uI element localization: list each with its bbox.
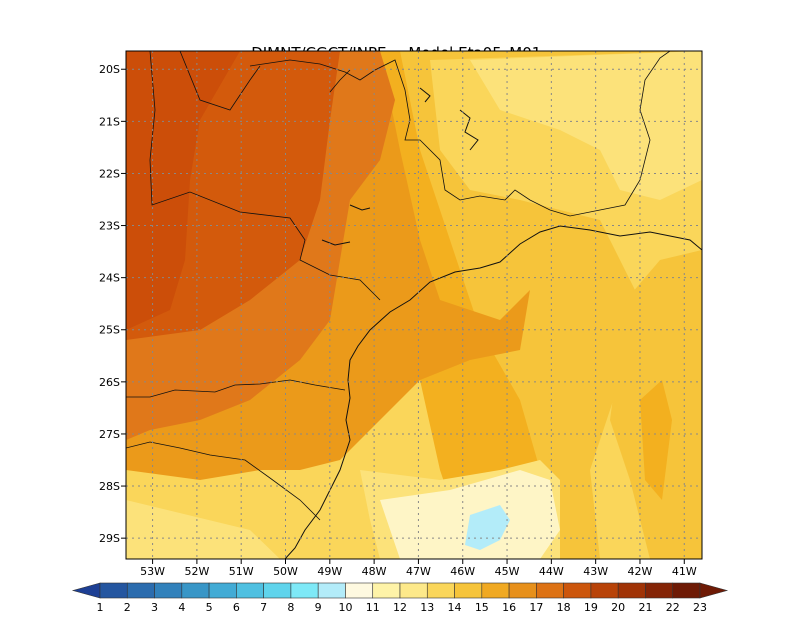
lat-label: 21S (99, 115, 120, 128)
lon-label: 52W (184, 565, 209, 578)
field-9 (465, 505, 510, 550)
river-border (329, 69, 351, 93)
colorbar-label: 1 (97, 601, 104, 614)
reservoirs (321, 87, 479, 246)
colorbar-label: 6 (233, 601, 240, 614)
lat-label: 28S (99, 480, 120, 493)
lon-label: 42W (628, 565, 653, 578)
colorbar-label: 8 (287, 601, 294, 614)
colorbar-segment (563, 582, 592, 599)
colorbar-segment (617, 582, 646, 599)
colorbar-segment (126, 582, 155, 599)
colorbar-label: 16 (502, 601, 516, 614)
colorbar-label: 23 (693, 601, 707, 614)
lat-label: 22S (99, 167, 120, 180)
lon-label: 53W (140, 565, 165, 578)
colorbar-label: 17 (529, 601, 543, 614)
colorbar-label: 19 (584, 601, 598, 614)
state-border-ms (179, 51, 261, 111)
colorbar-label: 12 (393, 601, 407, 614)
colorbar-label: 3 (151, 601, 158, 614)
latitude-labels: 20S 21S 22S 23S 24S 25S 26S 27S 28S 29S (99, 63, 126, 545)
colorbar-label: 4 (178, 601, 185, 614)
colorbar-label: 20 (611, 601, 625, 614)
colorbar-segment (154, 582, 183, 599)
lon-label: 44W (539, 565, 564, 578)
field-16-east (640, 380, 672, 500)
colorbar-label: 14 (448, 601, 462, 614)
colorbar-segment (236, 582, 264, 599)
lon-label: 45W (495, 565, 520, 578)
lon-label: 48W (362, 565, 387, 578)
lat-label: 23S (99, 220, 120, 233)
colorbar-label: 10 (338, 601, 352, 614)
colorbar-label: 18 (557, 601, 571, 614)
colorbar-label: 7 (260, 601, 267, 614)
lat-label: 26S (99, 376, 120, 389)
lat-label: 24S (99, 272, 120, 285)
colorbar-segment (426, 582, 455, 599)
colorbar-label: 22 (666, 601, 680, 614)
colorbar-segment (645, 582, 674, 599)
colorbar-label: 11 (366, 601, 380, 614)
colorbar-arrow-high (699, 582, 729, 599)
field-12 (380, 470, 560, 559)
lon-label: 43W (583, 565, 608, 578)
state-border-pr (149, 51, 381, 301)
lat-label: 20S (99, 63, 120, 76)
colorbar-segment (181, 582, 210, 599)
colorbar-label: 15 (475, 601, 489, 614)
colorbar-segment (99, 582, 128, 599)
map-frame (125, 50, 703, 560)
gridlines (126, 51, 702, 559)
colorbar-arrow-low (71, 582, 101, 599)
colorbar-label: 5 (206, 601, 213, 614)
colorbar-segment (481, 582, 510, 599)
colorbar: 1 2 3 4 5 6 7 8 9 10 11 12 13 14 15 16 17 18 19 20 21 22 23 (71, 582, 729, 614)
lon-label: 49W (317, 565, 342, 578)
lon-label: 47W (406, 565, 431, 578)
colorbar-segment (290, 582, 319, 599)
colorbar-segment (317, 582, 346, 599)
lon-label: 41W (672, 565, 697, 578)
colorbar-segment (536, 582, 564, 599)
boundaries (126, 51, 671, 521)
colorbar-label: 2 (124, 601, 131, 614)
coastline (284, 87, 702, 559)
lon-label: 50W (273, 565, 298, 578)
colorbar-segment (263, 582, 292, 599)
colorbar-label: 21 (638, 601, 652, 614)
colorbar-segment (399, 582, 428, 599)
colorbar-segment (454, 582, 483, 599)
temperature-field (126, 51, 702, 559)
colorbar-segment (372, 582, 401, 599)
state-border-rs (126, 441, 321, 521)
state-border-sc (126, 379, 346, 398)
lat-label: 27S (99, 428, 120, 441)
colorbar-segment (672, 582, 701, 599)
colorbar-segment (508, 582, 537, 599)
colorbar-segment (208, 582, 237, 599)
field-20 (126, 51, 240, 330)
lat-label: 25S (99, 324, 120, 337)
colorbar-label: 9 (315, 601, 322, 614)
colorbar-segment (590, 582, 619, 599)
lon-label: 46W (450, 565, 475, 578)
longitude-labels: 53W 52W 51W 50W 49W 48W 47W 46W 45W 44W 43W 42W 41W (140, 559, 697, 578)
lat-label: 29S (99, 532, 120, 545)
state-border-north (249, 51, 671, 217)
coastline-path (284, 225, 702, 559)
lon-label: 51W (229, 565, 254, 578)
colorbar-segment (345, 582, 374, 599)
colorbar-label: 13 (420, 601, 434, 614)
